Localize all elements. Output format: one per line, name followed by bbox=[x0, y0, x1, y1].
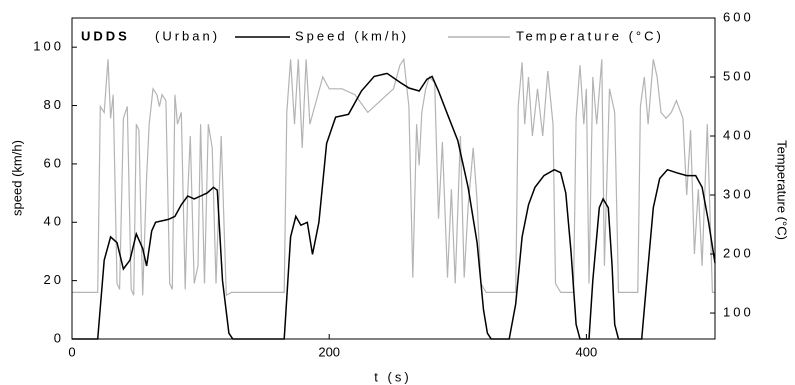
y-axis-label: speed (km/h) bbox=[9, 140, 24, 216]
data-line bbox=[72, 72, 716, 340]
y2-tick-label: 300 bbox=[723, 186, 754, 201]
y2-tick-label: 500 bbox=[723, 68, 754, 83]
y-tick-label: 0 bbox=[54, 330, 64, 345]
x-tick-label: 400 bbox=[576, 344, 598, 359]
x-tick-label: 200 bbox=[318, 344, 340, 359]
y2-tick-label: 100 bbox=[723, 304, 754, 319]
data-line bbox=[72, 57, 715, 297]
y-tick-label: 40 bbox=[44, 214, 64, 229]
legend-label: Temperature (°C) bbox=[516, 28, 664, 43]
chart-title: UDDS bbox=[81, 28, 130, 43]
y2-tick-label: 400 bbox=[723, 127, 754, 142]
x-tick-label: 0 bbox=[68, 344, 75, 359]
y2-tick-label: 600 bbox=[723, 9, 754, 24]
legend-label: Speed (km/h) bbox=[295, 28, 409, 43]
y-tick-label: 60 bbox=[44, 155, 64, 170]
y2-axis-label: Temperature (°C) bbox=[775, 140, 790, 240]
plot-frame bbox=[71, 17, 716, 340]
y2-tick-label: 200 bbox=[723, 245, 754, 260]
chart-subtitle: (Urban) bbox=[155, 28, 220, 43]
y-tick-label: 100 bbox=[33, 39, 64, 54]
y-tick-label: 80 bbox=[44, 97, 64, 112]
x-axis-label: t (s) bbox=[374, 369, 411, 384]
y-tick-label: 20 bbox=[44, 272, 64, 287]
